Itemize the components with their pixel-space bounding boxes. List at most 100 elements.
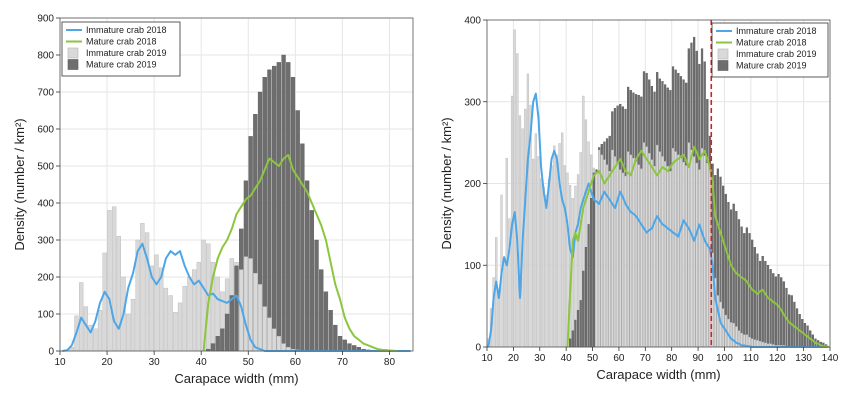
bar-immature-2019	[605, 164, 609, 348]
y-axis-label: Density (number / km²)	[439, 117, 454, 249]
bar-immature-2019	[126, 313, 131, 352]
bar-immature-2019	[243, 256, 249, 352]
legend-item-immature-2018-label: Immature crab 2018	[736, 26, 817, 36]
bar-mature-2019	[286, 62, 291, 352]
x-axis-label: Carapace width (mm)	[174, 371, 298, 386]
bar-mature-2019	[309, 210, 314, 352]
bar-immature-2019	[695, 162, 698, 348]
bar-immature-2019	[600, 154, 603, 348]
bar-immature-2019	[700, 148, 704, 348]
bar-immature-2019	[661, 156, 664, 348]
bar-immature-2019	[539, 178, 543, 348]
bar-mature-2019	[753, 247, 756, 348]
bar-mature-2019	[229, 295, 234, 352]
legend-item-mature-2018-label: Mature crab 2018	[736, 38, 807, 48]
y-tick-label: 100	[37, 310, 54, 321]
bar-immature-2019	[111, 206, 117, 352]
bar-immature-2019	[116, 236, 121, 352]
x-tick-label: 130	[795, 353, 812, 364]
bar-immature-2019	[253, 273, 258, 352]
bar-immature-2019	[545, 194, 548, 348]
bar-immature-2019	[187, 276, 192, 352]
bar-mature-2019	[743, 233, 746, 348]
bar-immature-2019	[267, 317, 272, 352]
x-tick-label: 50	[587, 353, 599, 364]
bar-mature-2019	[777, 274, 780, 348]
bar-immature-2019	[634, 161, 638, 348]
y-tick-label: 200	[37, 273, 54, 284]
bar-mature-2019	[571, 330, 574, 348]
bar-mature-2019	[790, 295, 793, 348]
y-tick-label: 900	[37, 14, 54, 25]
bar-mature-2019	[756, 253, 759, 348]
bar-immature-2019	[553, 145, 556, 348]
bar-immature-2019	[653, 166, 656, 348]
y-tick-label: 800	[37, 51, 54, 62]
bar-mature-2019	[737, 219, 741, 348]
bar-immature-2019	[679, 157, 683, 348]
x-tick-label: 80	[384, 357, 396, 368]
bar-immature-2019	[97, 310, 103, 352]
y-tick-label: 300	[464, 97, 481, 108]
bar-immature-2019	[513, 29, 516, 348]
bar-immature-2019	[729, 322, 733, 348]
bar-immature-2019	[690, 149, 693, 348]
bar-mature-2019	[793, 301, 796, 348]
bar-immature-2019	[645, 146, 648, 348]
bar-immature-2019	[505, 157, 508, 348]
bar-mature-2019	[766, 265, 770, 348]
bar-mature-2019	[337, 336, 343, 352]
x-tick-label: 90	[693, 353, 705, 364]
bar-immature-2019	[627, 151, 630, 348]
bar-immature-2019	[753, 339, 756, 348]
bar-mature-2019	[276, 62, 282, 352]
bar-mature-2019	[579, 300, 582, 348]
bar-immature-2019	[163, 287, 169, 352]
x-tick-label: 80	[666, 353, 678, 364]
bar-immature-2019	[616, 162, 619, 348]
bar-mature-2019	[774, 276, 778, 348]
bar-immature-2019	[140, 223, 145, 352]
x-tick-label: 100	[716, 353, 733, 364]
bar-immature-2019	[698, 169, 701, 348]
y-tick-label: 400	[37, 199, 54, 210]
x-tick-label: 110	[743, 353, 759, 364]
y-tick-label: 0	[48, 347, 54, 358]
bar-mature-2019	[234, 265, 239, 352]
bar-immature-2019	[555, 154, 559, 348]
bar-immature-2019	[666, 166, 669, 348]
bar-immature-2019	[611, 149, 614, 348]
bar-mature-2019	[748, 233, 751, 348]
bar-immature-2019	[537, 156, 540, 348]
legend-item-mature-2019-swatch	[67, 59, 79, 70]
bar-immature-2019	[682, 162, 685, 348]
bar-immature-2019	[518, 115, 522, 348]
bar-immature-2019	[281, 343, 286, 352]
bar-immature-2019	[603, 159, 606, 348]
bar-mature-2019	[342, 339, 347, 352]
legend-item-mature-2019-label: Mature crab 2019	[736, 61, 807, 71]
bar-immature-2019	[650, 159, 654, 348]
bar-mature-2019	[745, 227, 749, 348]
bar-immature-2019	[685, 165, 688, 348]
bar-mature-2019	[574, 319, 577, 348]
legend-item-mature-2019-swatch	[717, 60, 729, 71]
bar-mature-2019	[740, 226, 743, 348]
bar-immature-2019	[595, 172, 598, 348]
bar-immature-2019	[663, 161, 667, 348]
bar-mature-2019	[215, 336, 220, 352]
bar-immature-2019	[669, 171, 672, 348]
bar-immature-2019	[687, 142, 690, 348]
bar-mature-2019	[290, 76, 296, 352]
bar-immature-2019	[642, 142, 646, 348]
legend-item-mature-2019-label: Mature crab 2019	[86, 60, 157, 70]
bar-mature-2019	[272, 65, 277, 352]
bar-mature-2019	[220, 328, 225, 352]
bar-immature-2019	[272, 328, 277, 352]
bar-immature-2019	[732, 323, 735, 348]
bar-immature-2019	[177, 302, 183, 352]
y-tick-label: 0	[475, 343, 481, 354]
bar-immature-2019	[516, 53, 519, 348]
y-tick-label: 700	[37, 88, 54, 99]
